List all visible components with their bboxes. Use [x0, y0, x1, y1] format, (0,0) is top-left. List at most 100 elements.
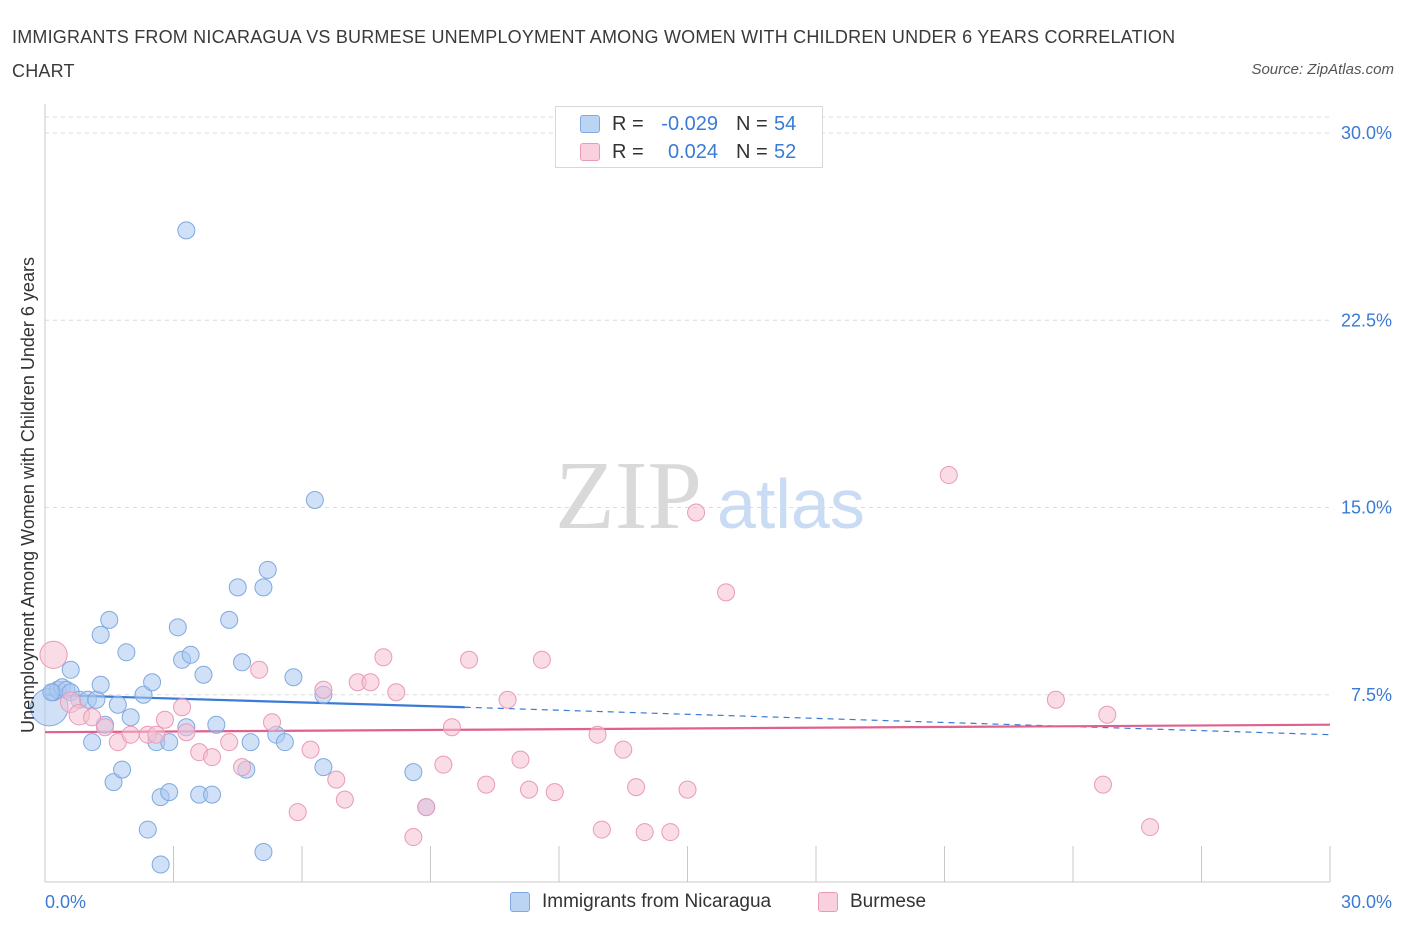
burmese-point [588, 725, 607, 744]
burmese-point [374, 648, 393, 667]
correlation-legend: R = -0.029 N = 54 R = 0.024 N = 52 [555, 106, 823, 168]
nicaragua-point [117, 643, 136, 662]
burmese-point [939, 466, 958, 485]
burmese-point [387, 683, 406, 702]
legend-r-value: 0.024 [667, 140, 718, 163]
source-note: Source: ZipAtlas.com [1251, 61, 1394, 78]
nicaragua-point [203, 785, 222, 804]
nicaragua-point [83, 733, 102, 752]
watermark-atlas: atlas [717, 465, 865, 543]
burmese-point [614, 740, 633, 759]
nicaragua-point [258, 560, 277, 579]
burmese-point [121, 725, 140, 744]
nicaragua-point [143, 673, 162, 692]
burmese-point [314, 680, 333, 699]
legend-swatch-blue [580, 115, 600, 133]
burmese-point [1093, 775, 1112, 794]
burmese-point [327, 770, 346, 789]
burmese-point [220, 733, 239, 752]
bottom-legend-swatch-blue [510, 892, 530, 912]
burmese-point [442, 718, 461, 737]
burmese-point [592, 820, 611, 839]
bottom-legend-label: Burmese [850, 891, 927, 912]
burmese-point [520, 780, 539, 799]
watermark-zip: ZIP [555, 442, 702, 550]
nicaragua-point [228, 578, 247, 597]
burmese-point [477, 775, 496, 794]
y-tick-label: 30.0% [1341, 123, 1392, 143]
burmese-point [1141, 818, 1160, 837]
burmese-trend-line [44, 723, 1331, 734]
nicaragua-point [87, 690, 106, 709]
grid-lines [45, 116, 1330, 696]
nicaragua-point [404, 763, 423, 782]
axes [44, 104, 1331, 883]
nicaragua-point [100, 610, 119, 629]
legend-n-label: N = [736, 112, 768, 135]
burmese-point [147, 725, 166, 744]
burmese-point [532, 650, 551, 669]
burmese-point [545, 783, 564, 802]
nicaragua-point [138, 820, 157, 839]
nicaragua-point [194, 665, 213, 684]
x-tick-label: 0.0% [45, 892, 86, 912]
burmese-point [404, 828, 423, 847]
nicaragua-point [241, 733, 260, 752]
nicaragua-point [284, 668, 303, 687]
nicaragua-point [134, 685, 153, 704]
nicaragua-point [160, 783, 179, 802]
burmese-point [1046, 690, 1065, 709]
tick-labels: 7.5% 15.0% 22.5% 30.0% 0.0% 30.0% [45, 123, 1392, 912]
burmese-point [417, 798, 436, 817]
nicaragua-point [177, 221, 196, 240]
legend-n-value: 52 [774, 140, 797, 163]
legend-r-label: R = [612, 112, 644, 135]
watermark: ZIP atlas [555, 442, 865, 550]
burmese-point [1098, 705, 1117, 724]
burmese-point [39, 640, 68, 669]
burmese-point [361, 673, 380, 692]
burmese-point [460, 650, 479, 669]
burmese-point [173, 698, 192, 717]
burmese-point [335, 790, 354, 809]
nicaragua-point [151, 855, 170, 874]
burmese-point [687, 503, 706, 522]
nicaragua-point [305, 491, 324, 510]
legend-row-nicaragua: R = -0.029 N = 54 [580, 111, 796, 137]
bottom-legend-swatch-pink [818, 892, 838, 912]
legend-n-value: 54 [774, 112, 797, 135]
nicaragua-point [108, 695, 127, 714]
nicaragua-point [314, 758, 333, 777]
burmese-point [250, 660, 269, 679]
burmese-point [434, 755, 453, 774]
legend-n-label: N = [736, 140, 768, 163]
burmese-point [263, 713, 282, 732]
nicaragua-point [61, 660, 80, 679]
burmese-point [635, 823, 654, 842]
nicaragua-point [275, 733, 294, 752]
nicaragua-point [220, 610, 239, 629]
burmese-point [511, 750, 530, 769]
burmese-point [717, 583, 736, 602]
burmese-point [203, 748, 222, 767]
burmese-point [288, 803, 307, 822]
nicaragua-point [254, 578, 273, 597]
burmese-point [301, 740, 320, 759]
burmese-point [661, 823, 680, 842]
burmese-point [498, 690, 517, 709]
nicaragua-point [168, 618, 187, 637]
bottom-legend-burmese: Burmese [818, 890, 926, 914]
burmese-point [233, 758, 252, 777]
legend-swatch-pink [580, 143, 600, 161]
nicaragua-trend-extension [464, 706, 1331, 736]
y-axis-label: Unemployment Among Women with Children U… [18, 257, 38, 733]
chart-title: IMMIGRANTS FROM NICARAGUA VS BURMESE UNE… [12, 27, 1176, 81]
nicaragua-point [254, 843, 273, 862]
y-tick-label: 15.0% [1341, 498, 1392, 518]
nicaragua-point [233, 653, 252, 672]
nicaragua-point [121, 708, 140, 727]
burmese-point [627, 778, 646, 797]
nicaragua-point [104, 773, 123, 792]
x-tick-label: 30.0% [1341, 892, 1392, 912]
nicaragua-point [91, 675, 110, 694]
